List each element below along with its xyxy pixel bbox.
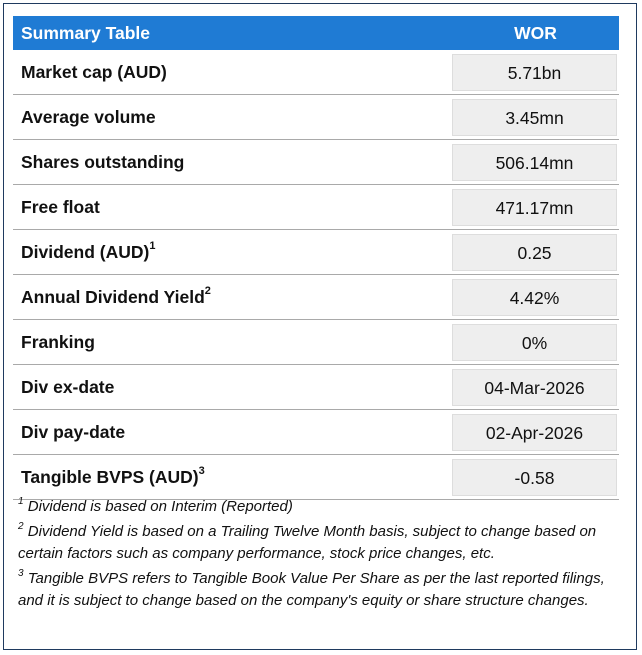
footnote-number: 2: [18, 521, 24, 532]
row-label-text: Market cap (AUD): [21, 62, 167, 82]
footnote-2: 2 Dividend Yield is based on a Trailing …: [18, 521, 618, 565]
row-value: 5.71bn: [452, 54, 617, 91]
footnote-number: 1: [18, 496, 24, 507]
table-row: Div pay-date 02-Apr-2026: [13, 410, 619, 455]
header-ticker: WOR: [514, 23, 557, 43]
row-label: Market cap (AUD): [21, 50, 167, 95]
row-label: Franking: [21, 320, 95, 365]
row-value: 506.14mn: [452, 144, 617, 181]
footnote-text: Dividend Yield is based on a Trailing Tw…: [18, 523, 597, 562]
table-row: Average volume 3.45mn: [13, 95, 619, 140]
row-value: -0.58: [452, 459, 617, 496]
row-label: Annual Dividend Yield2: [21, 275, 211, 320]
row-value: 3.45mn: [452, 99, 617, 136]
table-row: Dividend (AUD)1 0.25: [13, 230, 619, 275]
footnote-ref: 2: [204, 285, 211, 298]
table-row: Tangible BVPS (AUD)3 -0.58: [13, 455, 619, 500]
footnote-ref: 1: [149, 240, 156, 253]
row-label-text: Shares outstanding: [21, 152, 185, 172]
row-divider: [13, 364, 619, 365]
row-label: Free float: [21, 185, 100, 230]
summary-table: Summary Table WOR Market cap (AUD) 5.71bn…: [13, 16, 619, 500]
row-label: Div ex-date: [21, 365, 114, 410]
row-divider: [13, 94, 619, 95]
table-header: Summary Table WOR: [13, 16, 619, 50]
row-divider: [13, 319, 619, 320]
row-label-text: Franking: [21, 332, 95, 352]
table-row: Free float 471.17mn: [13, 185, 619, 230]
row-label-text: Average volume: [21, 107, 156, 127]
row-label: Shares outstanding: [21, 140, 184, 185]
table-body: Market cap (AUD) 5.71bn Average volume 3.45…: [13, 50, 619, 500]
row-label: Tangible BVPS (AUD)3: [21, 455, 205, 500]
table-row: Market cap (AUD) 5.71bn: [13, 50, 619, 95]
row-label-text: Div pay-date: [21, 422, 126, 442]
row-label-text: Annual Dividend Yield: [21, 287, 205, 307]
footnote-number: 3: [18, 568, 24, 579]
row-value: 0.25: [452, 234, 617, 271]
table-row: Shares outstanding 506.14mn: [13, 140, 619, 185]
row-label-text: Dividend (AUD): [21, 242, 150, 262]
row-divider: [13, 499, 619, 500]
row-divider: [13, 409, 619, 410]
row-value: 4.42%: [452, 279, 617, 316]
row-label-text: Tangible BVPS (AUD): [21, 467, 199, 487]
row-value: 471.17mn: [452, 189, 617, 226]
row-divider: [13, 229, 619, 230]
row-divider: [13, 454, 619, 455]
table-row: Annual Dividend Yield2 4.42%: [13, 275, 619, 320]
row-value: 04-Mar-2026: [452, 369, 617, 406]
row-divider: [13, 139, 619, 140]
row-label: Average volume: [21, 95, 156, 140]
row-label-text: Free float: [21, 197, 100, 217]
footnote-1: 1 Dividend is based on Interim (Reported…: [18, 496, 618, 518]
row-value: 0%: [452, 324, 617, 361]
table-row: Div ex-date 04-Mar-2026: [13, 365, 619, 410]
table-row: Franking 0%: [13, 320, 619, 365]
row-label: Div pay-date: [21, 410, 125, 455]
summary-table-panel: Summary Table WOR Market cap (AUD) 5.71bn…: [3, 3, 637, 650]
header-label: Summary Table: [21, 23, 151, 43]
footnote-ref: 3: [198, 465, 205, 478]
footnote-text: Tangible BVPS refers to Tangible Book Va…: [18, 570, 605, 609]
row-value: 02-Apr-2026: [452, 414, 617, 451]
row-divider: [13, 274, 619, 275]
row-label: Dividend (AUD)1: [21, 230, 155, 275]
footnote-text: Dividend is based on Interim (Reported): [27, 498, 293, 515]
footnote-3: 3 Tangible BVPS refers to Tangible Book …: [18, 568, 618, 612]
row-label-text: Div ex-date: [21, 377, 115, 397]
row-divider: [13, 184, 619, 185]
footnotes: 1 Dividend is based on Interim (Reported…: [18, 496, 618, 615]
